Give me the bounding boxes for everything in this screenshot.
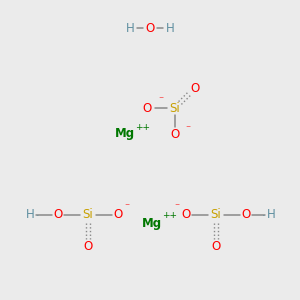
Text: Si: Si xyxy=(82,208,93,221)
Text: O: O xyxy=(212,241,220,254)
Text: Si: Si xyxy=(211,208,221,221)
Text: ⁻: ⁻ xyxy=(174,202,180,212)
Text: ⁻: ⁻ xyxy=(124,202,130,212)
Text: O: O xyxy=(182,208,190,221)
Text: H: H xyxy=(126,22,134,34)
Text: ·: · xyxy=(262,211,266,221)
Text: O: O xyxy=(190,82,200,94)
Text: O: O xyxy=(242,208,250,221)
Text: H: H xyxy=(166,22,174,34)
Text: ·: · xyxy=(36,211,40,221)
Text: O: O xyxy=(83,241,93,254)
Text: Si: Si xyxy=(169,101,180,115)
Text: ++: ++ xyxy=(163,212,178,220)
Text: O: O xyxy=(146,22,154,34)
Text: ⁻: ⁻ xyxy=(185,124,190,134)
Text: O: O xyxy=(142,101,152,115)
Text: O: O xyxy=(170,128,180,140)
Text: O: O xyxy=(53,208,63,221)
Text: ⁻: ⁻ xyxy=(158,95,164,105)
Text: H: H xyxy=(267,208,275,221)
Text: O: O xyxy=(113,208,123,221)
Text: ++: ++ xyxy=(136,122,151,131)
Text: Mg: Mg xyxy=(115,128,135,140)
Text: Mg: Mg xyxy=(142,217,162,230)
Text: H: H xyxy=(26,208,34,221)
